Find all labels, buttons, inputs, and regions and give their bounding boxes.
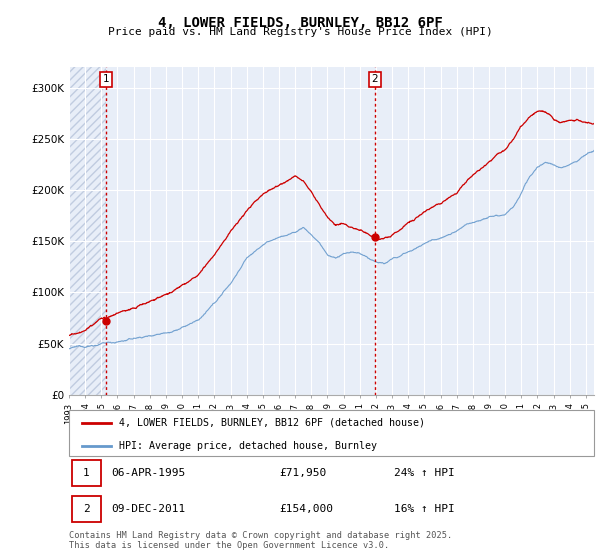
Text: Contains HM Land Registry data © Crown copyright and database right 2025.
This d: Contains HM Land Registry data © Crown c… — [69, 531, 452, 550]
Text: 2: 2 — [83, 505, 89, 514]
Text: £154,000: £154,000 — [279, 505, 333, 514]
Text: 1: 1 — [103, 74, 109, 85]
Bar — [69, 67, 106, 395]
Text: £71,950: £71,950 — [279, 468, 326, 478]
Text: 2: 2 — [371, 74, 378, 85]
Text: 09-DEC-2011: 09-DEC-2011 — [111, 505, 185, 514]
Text: 06-APR-1995: 06-APR-1995 — [111, 468, 185, 478]
Bar — [71, 496, 101, 522]
Text: Price paid vs. HM Land Registry's House Price Index (HPI): Price paid vs. HM Land Registry's House … — [107, 27, 493, 37]
Text: 4, LOWER FIELDS, BURNLEY, BB12 6PF (detached house): 4, LOWER FIELDS, BURNLEY, BB12 6PF (deta… — [119, 418, 425, 428]
Text: 4, LOWER FIELDS, BURNLEY, BB12 6PF: 4, LOWER FIELDS, BURNLEY, BB12 6PF — [158, 16, 442, 30]
Text: 24% ↑ HPI: 24% ↑ HPI — [395, 468, 455, 478]
Bar — [71, 460, 101, 486]
Text: 1: 1 — [83, 468, 89, 478]
Text: HPI: Average price, detached house, Burnley: HPI: Average price, detached house, Burn… — [119, 441, 377, 451]
Text: 16% ↑ HPI: 16% ↑ HPI — [395, 505, 455, 514]
